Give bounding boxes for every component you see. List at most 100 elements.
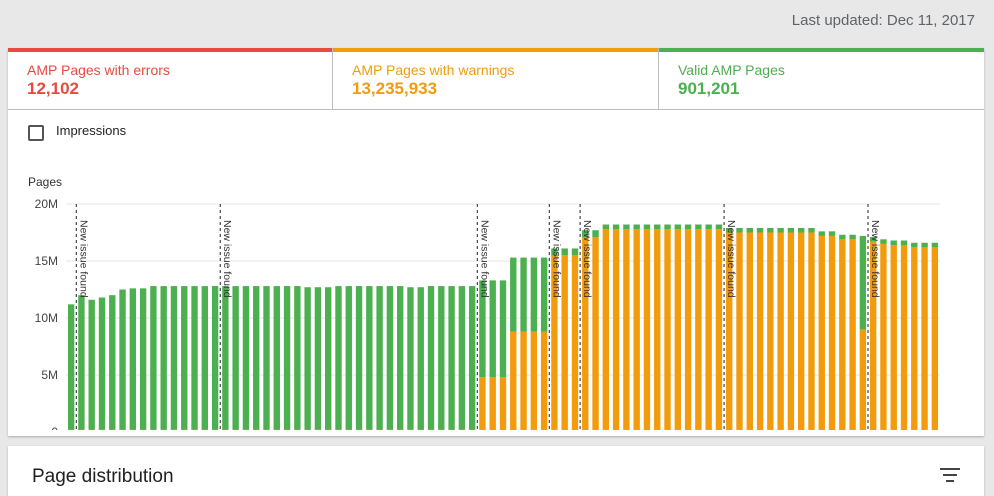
bar-segment xyxy=(603,229,609,430)
tab-errors-value: 12,102 xyxy=(27,79,332,99)
bar-segment xyxy=(808,228,814,233)
bar-segment xyxy=(510,332,516,430)
bar-segment xyxy=(777,233,783,430)
bar-segment xyxy=(212,286,218,430)
bar-segment xyxy=(109,295,115,430)
bar-segment xyxy=(747,233,753,430)
bar-segment xyxy=(140,288,146,429)
bar-segment xyxy=(356,286,362,430)
tab-valid-value: 901,201 xyxy=(678,79,984,99)
bar-segment xyxy=(849,239,855,429)
bar-segment xyxy=(685,225,691,230)
annotation-label: New issue found xyxy=(725,220,737,298)
bar-segment xyxy=(78,295,84,430)
bar-segment xyxy=(839,235,845,240)
bar-segment xyxy=(932,247,938,429)
bar-segment xyxy=(335,286,341,430)
y-tick-label: 0 xyxy=(51,425,58,430)
bar-segment xyxy=(901,240,907,245)
bar-segment xyxy=(633,229,639,430)
bar-segment xyxy=(500,280,506,377)
annotation-label: New issue found xyxy=(221,220,233,298)
bar-segment xyxy=(150,286,156,430)
bar-segment xyxy=(304,287,310,430)
bar-segment xyxy=(490,377,496,429)
bar-segment xyxy=(921,243,927,248)
filter-icon[interactable] xyxy=(940,468,960,484)
status-tabs: AMP Pages with errors 12,102 AMP Pages w… xyxy=(8,48,984,110)
bar-segment xyxy=(191,286,197,430)
annotation-label: New issue found xyxy=(77,220,89,298)
bar-segment xyxy=(644,229,650,430)
bar-segment xyxy=(572,248,578,255)
tab-errors[interactable]: AMP Pages with errors 12,102 xyxy=(8,48,333,109)
bar-segment xyxy=(839,239,845,429)
bar-segment xyxy=(633,225,639,230)
bar-segment xyxy=(253,286,259,430)
bar-segment xyxy=(243,286,249,430)
bar-segment xyxy=(181,286,187,430)
bar-segment xyxy=(294,286,300,430)
bar-segment xyxy=(798,233,804,430)
bar-segment xyxy=(695,225,701,230)
annotation-label: New issue found xyxy=(550,220,562,298)
bar-segment xyxy=(89,300,95,430)
bar-segment xyxy=(932,243,938,248)
tab-valid[interactable]: Valid AMP Pages 901,201 xyxy=(659,48,984,109)
bar-segment xyxy=(705,229,711,430)
bar-segment xyxy=(99,297,105,429)
tab-valid-indicator xyxy=(659,48,984,52)
bar-segment xyxy=(541,258,547,332)
bar-segment xyxy=(315,287,321,430)
bar-segment xyxy=(603,225,609,230)
bar-segment xyxy=(685,229,691,430)
bar-segment xyxy=(613,225,619,230)
bar-segment xyxy=(263,286,269,430)
bar-segment xyxy=(695,229,701,430)
tab-warnings-label: AMP Pages with warnings xyxy=(352,62,658,78)
bar-segment xyxy=(675,225,681,230)
bar-segment xyxy=(891,245,897,430)
y-axis-label: Pages xyxy=(28,175,62,189)
bar-segment xyxy=(531,332,537,430)
bar-segment xyxy=(757,228,763,233)
y-tick-label: 10M xyxy=(35,311,58,325)
y-tick-label: 15M xyxy=(35,254,58,268)
bar-segment xyxy=(510,258,516,332)
bar-segment xyxy=(366,286,372,430)
bar-segment xyxy=(376,286,382,430)
bar-segment xyxy=(921,247,927,429)
bar-segment xyxy=(716,225,722,230)
bar-segment xyxy=(757,233,763,430)
tab-warnings[interactable]: AMP Pages with warnings 13,235,933 xyxy=(333,48,659,109)
bar-segment xyxy=(520,332,526,430)
section-title: Page distribution xyxy=(32,466,174,488)
bar-segment xyxy=(448,286,454,430)
tab-warnings-value: 13,235,933 xyxy=(352,79,658,99)
page-distribution-card: Page distribution xyxy=(8,446,984,496)
tab-errors-indicator xyxy=(8,48,332,52)
bar-segment xyxy=(860,236,866,329)
bar-segment xyxy=(130,288,136,429)
bar-segment xyxy=(572,255,578,429)
bar-segment xyxy=(798,228,804,233)
bar-segment xyxy=(901,245,907,430)
bar-segment xyxy=(119,290,125,430)
bar-segment xyxy=(623,225,629,230)
bar-segment xyxy=(531,258,537,332)
bar-segment xyxy=(849,235,855,240)
bar-segment xyxy=(911,243,917,248)
bar-segment xyxy=(819,231,825,236)
bar-segment xyxy=(808,233,814,430)
bar-segment xyxy=(716,229,722,430)
bar-segment xyxy=(520,258,526,332)
bar-segment xyxy=(829,236,835,430)
bar-segment xyxy=(459,286,465,430)
bar-segment xyxy=(623,229,629,430)
bar-segment xyxy=(644,225,650,230)
y-tick-label: 5M xyxy=(41,368,58,382)
bar-segment xyxy=(654,225,660,230)
tab-warnings-indicator xyxy=(333,48,658,52)
bar-segment xyxy=(171,286,177,430)
